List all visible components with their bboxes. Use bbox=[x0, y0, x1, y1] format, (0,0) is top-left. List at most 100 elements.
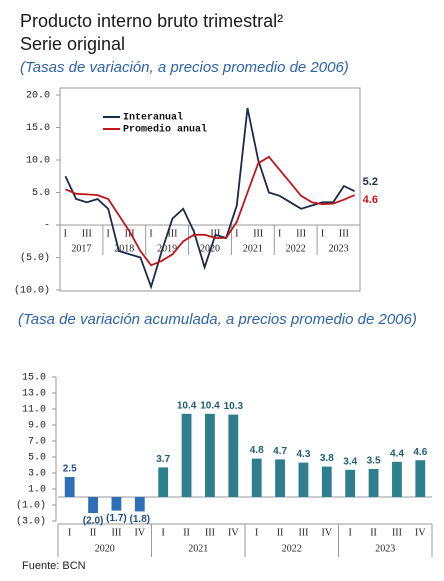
value-label: (1.8) bbox=[130, 514, 151, 525]
x-group-label: 2023 bbox=[375, 543, 395, 554]
x-group-label: 2017 bbox=[71, 243, 91, 254]
y-tick-label: (10.0) bbox=[14, 285, 50, 297]
y-tick-label: 9.0 bbox=[28, 421, 46, 432]
value-label: 3.8 bbox=[320, 453, 334, 464]
bar bbox=[228, 414, 239, 497]
x-tick-label: III bbox=[125, 228, 135, 239]
x-group-label: 2021 bbox=[243, 243, 263, 254]
series-line bbox=[65, 155, 355, 267]
y-tick-label: 15.0 bbox=[22, 373, 46, 384]
value-label: 4.4 bbox=[390, 448, 404, 459]
x-tick-label: III bbox=[205, 527, 215, 538]
x-tick-label: I bbox=[149, 228, 152, 239]
y-tick-label: 1.0 bbox=[28, 485, 46, 496]
value-label: 10.4 bbox=[177, 400, 197, 411]
x-tick-label: I bbox=[235, 228, 238, 239]
x-tick-label: IV bbox=[228, 527, 239, 538]
x-tick-label: III bbox=[296, 228, 306, 239]
x-tick-label: I bbox=[64, 228, 67, 239]
value-label: 4.8 bbox=[250, 445, 264, 456]
x-tick-label: II bbox=[277, 527, 284, 538]
y-tick-label: (3.0) bbox=[16, 516, 46, 528]
legend-label: Promedio anual bbox=[123, 124, 207, 136]
x-tick-label: III bbox=[82, 228, 92, 239]
x-tick-label: I bbox=[68, 527, 71, 538]
x-group-label: 2022 bbox=[282, 543, 302, 554]
x-tick-label: IV bbox=[135, 527, 146, 538]
x-tick-label: II bbox=[90, 527, 97, 538]
y-tick-label: 15.0 bbox=[26, 123, 50, 134]
value-label: 4.7 bbox=[273, 446, 287, 457]
bar bbox=[392, 461, 402, 497]
y-tick-label: 5.0 bbox=[32, 188, 50, 199]
bar bbox=[298, 462, 309, 497]
x-tick-label: IV bbox=[415, 527, 426, 538]
y-tick-label: 20.0 bbox=[26, 91, 50, 102]
x-tick-label: I bbox=[107, 228, 110, 239]
legend-label: Interanual bbox=[123, 112, 183, 124]
x-tick-label: III bbox=[392, 527, 402, 538]
bar bbox=[88, 497, 98, 513]
bar bbox=[134, 497, 145, 512]
value-label: 3.7 bbox=[156, 454, 170, 465]
x-tick-label: III bbox=[253, 228, 263, 239]
bar bbox=[275, 459, 285, 497]
value-label: 10.3 bbox=[224, 401, 244, 412]
x-tick-label: I bbox=[255, 527, 258, 538]
x-tick-label: III bbox=[111, 527, 121, 538]
x-tick-label: I bbox=[349, 527, 352, 538]
x-tick-label: III bbox=[168, 228, 178, 239]
y-tick-label: (5.0) bbox=[20, 252, 50, 264]
bar bbox=[345, 469, 356, 497]
y-tick-label: 5.0 bbox=[28, 453, 46, 464]
bar bbox=[181, 413, 192, 497]
bar bbox=[321, 466, 332, 497]
x-group-label: 2023 bbox=[329, 243, 349, 254]
bar bbox=[251, 458, 262, 497]
bar bbox=[415, 460, 426, 497]
chart-subtitle: Serie original bbox=[20, 34, 125, 54]
value-label: 4.6 bbox=[413, 447, 427, 458]
x-tick-label: III bbox=[210, 228, 220, 239]
x-tick-label: I bbox=[278, 228, 281, 239]
chart-title: Producto interno bruto trimestral² bbox=[20, 11, 283, 31]
y-tick-label: - bbox=[44, 221, 50, 232]
y-tick-label: 13.0 bbox=[22, 389, 46, 400]
series-line bbox=[64, 107, 355, 290]
bar bbox=[111, 497, 122, 511]
bar-title-box: (Tasa de variación acumulada, a precios … bbox=[18, 311, 417, 328]
y-tick-label: 10.0 bbox=[26, 156, 50, 167]
x-tick-label: III bbox=[339, 228, 349, 239]
source: Fuente: BCN bbox=[22, 560, 86, 572]
y-tick-label: (1.0) bbox=[16, 500, 46, 512]
x-group-label: 2021 bbox=[188, 543, 208, 554]
value-label: 3.5 bbox=[367, 456, 381, 467]
bar bbox=[158, 467, 169, 497]
x-tick-label: I bbox=[321, 228, 324, 239]
plot-frame bbox=[59, 87, 361, 292]
end-label: 5.2 bbox=[363, 176, 378, 188]
bar-title: (Tasa de variación acumulada, a precios … bbox=[18, 311, 417, 328]
value-label: 10.4 bbox=[200, 400, 220, 411]
value-label: 4.3 bbox=[296, 449, 310, 460]
value-label: 2.5 bbox=[63, 464, 77, 475]
x-tick-label: IV bbox=[322, 527, 333, 538]
x-group-label: 2020 bbox=[95, 543, 115, 554]
x-tick-label: II bbox=[370, 527, 377, 538]
x-tick-label: I bbox=[162, 527, 165, 538]
y-tick-label: 3.0 bbox=[28, 469, 46, 480]
chart-caption: (Tasas de variación, a precios promedio … bbox=[20, 59, 349, 76]
x-group-label: 2022 bbox=[286, 243, 306, 254]
y-tick-label: 11.0 bbox=[22, 405, 46, 416]
value-label: (1.7) bbox=[106, 513, 127, 524]
bar bbox=[64, 477, 75, 497]
end-label: 4.6 bbox=[363, 194, 378, 206]
x-group-label: 2019 bbox=[157, 243, 177, 254]
bar bbox=[368, 469, 379, 497]
x-tick-label: II bbox=[183, 527, 190, 538]
bar bbox=[205, 413, 215, 497]
x-group-label: 2018 bbox=[114, 243, 134, 254]
value-label: (2.0) bbox=[83, 516, 104, 527]
y-tick-label: 7.0 bbox=[28, 437, 46, 448]
